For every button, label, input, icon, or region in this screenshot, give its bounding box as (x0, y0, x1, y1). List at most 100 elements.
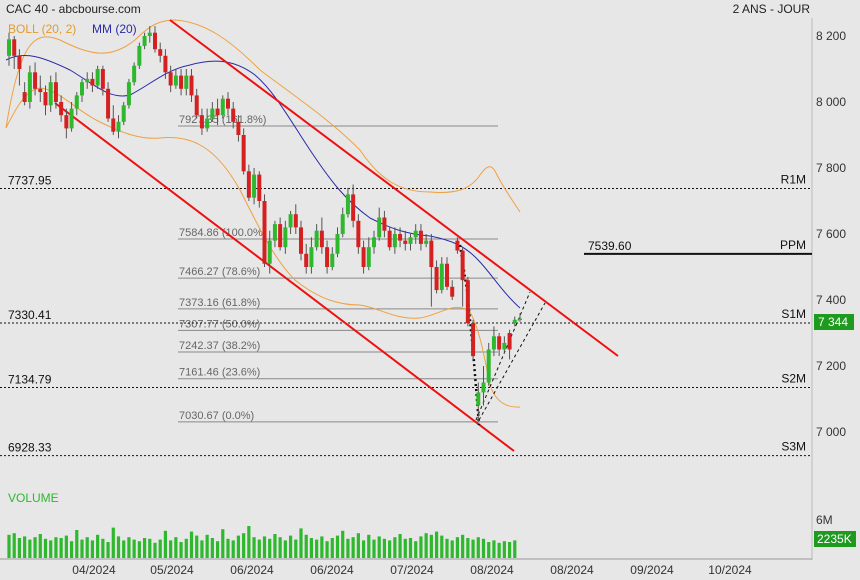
candle-up (486, 349, 491, 383)
volume-bar (513, 540, 517, 558)
volume-bar (226, 538, 230, 558)
volume-bar (481, 538, 486, 558)
fib-label: 7242.37 (38.2%) (179, 340, 260, 352)
channel-upper-line (169, 19, 619, 357)
volume-bar (434, 531, 439, 558)
volume-bar (450, 540, 454, 558)
candle-down (236, 121, 241, 135)
volume-bar (75, 530, 79, 558)
pivot-value-s3m: 6928.33 (8, 441, 52, 455)
candle-up (147, 32, 152, 36)
pattern-lines (458, 244, 546, 426)
candle-down (12, 39, 17, 56)
chart-title: CAC 40 - abcbourse.com (6, 2, 141, 16)
candle-down (361, 247, 366, 267)
candle-up (267, 240, 272, 264)
volume-bar (330, 538, 334, 558)
volume-bar (163, 530, 168, 558)
candle-up (210, 108, 215, 119)
candle-up (272, 224, 277, 241)
volume-bar (200, 540, 204, 558)
volume-bar (153, 542, 157, 558)
volume-bar (367, 534, 371, 558)
candle-down (382, 217, 387, 231)
volume-bar (38, 534, 42, 558)
volume-bar (440, 535, 444, 558)
candle-up (476, 392, 481, 406)
volume-bar (299, 528, 303, 558)
volume-bar (96, 534, 100, 558)
candle-up (85, 78, 90, 83)
candle-up (126, 82, 131, 106)
candle-up (27, 72, 32, 102)
fib-label: 7466.27 (78.6%) (179, 266, 260, 278)
pivot-name-s1m: S1M (781, 307, 806, 321)
volume-bar (101, 538, 105, 558)
volume-bar (257, 539, 261, 558)
volume-bar (85, 537, 89, 558)
candle-up (366, 247, 371, 267)
candle-up (7, 39, 11, 56)
y-tick-label: 7 000 (816, 425, 846, 439)
x-tick-label: 05/2024 (150, 563, 194, 577)
candle-up (116, 121, 121, 132)
candle-up (518, 318, 522, 320)
volume-bar (414, 541, 418, 558)
candle-down (465, 280, 470, 324)
volume-label: VOLUME (8, 491, 59, 505)
volume-bar (408, 538, 413, 558)
candle-down (299, 227, 303, 254)
candle-down (168, 72, 173, 86)
candle-down (460, 250, 465, 281)
candle-up (95, 69, 100, 86)
candle-up (314, 230, 319, 248)
volume-bar (393, 537, 397, 558)
pivot-name-s3m: S3M (781, 440, 806, 454)
volume-bar (388, 540, 392, 558)
wedge-lower-dotted (478, 302, 546, 421)
volume-bar (116, 536, 121, 558)
candle-down (189, 75, 194, 96)
volume-bar (455, 537, 460, 558)
x-tick-label: 10/2024 (708, 563, 752, 577)
volume-bar (142, 538, 147, 558)
x-tick-label: 06/2024 (230, 563, 274, 577)
volume-bar (502, 541, 506, 558)
volume-bar (137, 541, 141, 558)
candle-down (418, 230, 423, 244)
volume-bar (507, 542, 512, 558)
candle-up (121, 105, 126, 122)
volume-bar (273, 534, 277, 558)
candle-up (377, 217, 382, 238)
fib-label: 7373.16 (61.8%) (179, 297, 260, 309)
candle-down (356, 220, 361, 248)
volume-bar (252, 537, 256, 558)
candle-down (90, 78, 95, 86)
volume-bar (236, 535, 241, 558)
volume-bar (210, 538, 214, 558)
candle-down (304, 253, 309, 267)
candle-up (512, 319, 517, 324)
candle-up (142, 36, 147, 46)
candle-up (309, 247, 314, 267)
price-candles (7, 26, 522, 423)
y-tick-label: 8 200 (816, 29, 846, 43)
drop-trend-dotted (458, 244, 481, 426)
candle-up (220, 98, 225, 116)
candle-up (173, 75, 178, 86)
candle-down (351, 194, 356, 221)
candle-up (392, 234, 397, 248)
candle-down (497, 336, 502, 350)
y-tick-label: 7 800 (816, 161, 846, 175)
y-tick-label: 7 200 (816, 359, 846, 373)
volume-bar (294, 539, 298, 558)
y-axis: 8 200 8 000 7 800 7 600 7 400 7 200 7 000 (816, 29, 846, 439)
candle-up (252, 174, 257, 198)
volume-bar (283, 540, 287, 558)
candle-up (413, 230, 418, 238)
volume-bar (132, 539, 136, 558)
volume-bar (346, 538, 350, 558)
volume-bar (174, 537, 178, 558)
candle-up (424, 240, 429, 244)
